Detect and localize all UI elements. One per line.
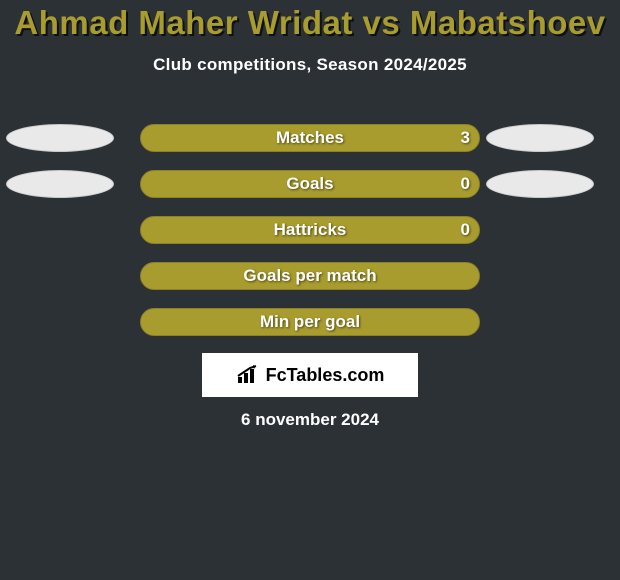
stat-bar	[140, 170, 480, 198]
left-ellipse	[6, 170, 114, 198]
stat-bar	[140, 124, 480, 152]
stat-row: Min per goal	[0, 299, 620, 345]
branding-badge: FcTables.com	[202, 353, 418, 397]
stat-row: Goals per match	[0, 253, 620, 299]
branding-text: FcTables.com	[266, 365, 385, 386]
stat-bar	[140, 308, 480, 336]
stat-row: Goals0	[0, 161, 620, 207]
subtitle: Club competitions, Season 2024/2025	[0, 55, 620, 75]
bar-chart-icon	[236, 365, 260, 385]
date-text: 6 november 2024	[0, 410, 620, 430]
right-ellipse	[486, 124, 594, 152]
infographic-canvas: Ahmad Maher Wridat vs Mabatshoev Club co…	[0, 0, 620, 580]
stat-row: Hattricks0	[0, 207, 620, 253]
left-ellipse	[6, 124, 114, 152]
stat-bar	[140, 262, 480, 290]
stat-bar	[140, 216, 480, 244]
stats-rows: Matches3Goals0Hattricks0Goals per matchM…	[0, 115, 620, 345]
right-ellipse	[486, 170, 594, 198]
page-title: Ahmad Maher Wridat vs Mabatshoev	[0, 0, 620, 41]
stat-row: Matches3	[0, 115, 620, 161]
